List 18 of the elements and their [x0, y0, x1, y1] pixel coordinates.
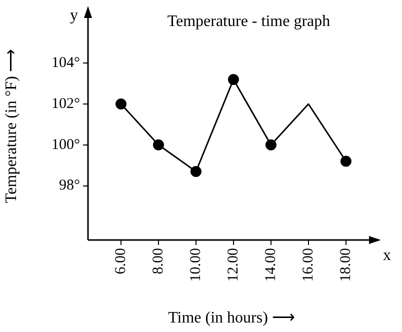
x-tick-label: 12.00: [225, 248, 242, 282]
chart-title: Temperature - time graph: [167, 13, 330, 30]
y-tick-label: 102°: [52, 96, 80, 112]
x-tick-label: 10.00: [188, 248, 204, 282]
y-axis-title: Temperature (in °F) ⟶: [2, 48, 20, 204]
x-tick-label: 6.00: [112, 248, 129, 274]
x-tick-label: 14.00: [262, 248, 279, 282]
y-tick-label: 104°: [52, 55, 80, 72]
x-axis-title: Time (in hours) ⟶: [168, 310, 295, 327]
y-tick-label: 98°: [59, 178, 80, 194]
x-tick-label: 8.00: [150, 248, 166, 274]
point: [115, 98, 126, 110]
text: x: [383, 247, 391, 264]
text: y: [70, 7, 78, 24]
y-tick-label: 100°: [52, 136, 80, 153]
x-tick-label: 16.00: [300, 248, 316, 282]
x-tick-label: 18.00: [338, 248, 354, 282]
point: [340, 156, 352, 167]
